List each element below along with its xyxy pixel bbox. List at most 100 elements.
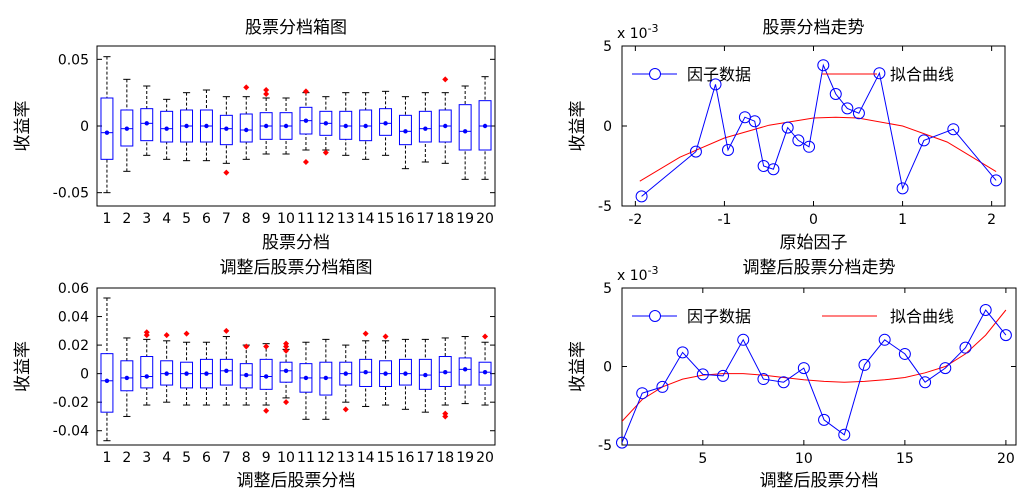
outlier-point [283,340,290,347]
x-tick-label: 10 [795,451,813,467]
outlier-point [263,91,270,97]
x-tick-label: 7 [222,211,231,227]
x-tick-label: 20 [997,451,1015,467]
x-tick-label: 12 [317,450,335,466]
box-1 [100,56,114,194]
box-body [359,109,373,142]
x-tick-label: 5 [182,450,191,466]
box-body [100,353,114,413]
box-body [140,108,154,142]
legend-label-factor-data: 因子数据 [687,65,751,84]
x-tick-label: -1 [717,212,731,228]
data-point-marker [878,333,891,346]
x-tick-label: 9 [262,211,271,227]
box-12 [319,338,333,420]
outlier-point [362,330,369,337]
median-point [204,371,209,376]
x-tick-label: 13 [337,211,355,227]
outlier-point [482,333,489,340]
data-point-marker [999,329,1012,342]
y-tick-label: 5 [603,281,612,297]
y-axis-label: 收益率 [13,101,33,152]
median-point [164,126,169,131]
x-tick-label: -2 [628,212,642,228]
x-tick-label: 10 [277,450,295,466]
x-tick-label: 11 [297,211,315,227]
outlier-point [143,329,150,336]
exponent-base: x 10 [617,26,648,42]
data-point-marker [947,123,960,136]
box-10 [279,340,293,406]
y-tick-label: 0 [603,119,612,135]
box-11 [299,88,313,165]
median-point [263,374,269,379]
x-tick-label: 18 [436,211,454,227]
box-16 [398,338,412,410]
data-point-marker [817,59,830,72]
x-tick-label: 1 [898,212,907,228]
box-6 [199,89,213,162]
data-point-marker [852,107,865,120]
x-tick-label: 20 [476,211,494,227]
box-2 [120,78,134,172]
data-point-marker [898,347,911,360]
data-point-marker [990,174,1003,187]
x-tick-label: 5 [698,451,707,467]
x-tick-label: 10 [277,211,295,227]
box-body [458,104,472,151]
median-point [443,123,448,129]
y-tick-label: 0.02 [58,338,89,354]
x-tick-label: 17 [416,450,434,466]
exponent-label: x 10-3 [617,264,659,284]
box-1 [100,297,114,442]
data-point-marker [838,428,851,441]
box-8 [239,84,253,160]
chart-title: 调整后股票分档走势 [743,258,896,278]
box-9 [259,87,273,155]
exponent-base: x 10 [617,268,648,284]
data-point-marker [818,413,831,426]
box-body [359,358,373,387]
median-point [144,374,149,379]
legend-label-fit-curve: 拟合曲线 [890,65,954,84]
legend-label-fit-curve: 拟合曲线 [890,307,954,326]
x-tick-label: 19 [456,450,474,466]
x-axis-label: 股票分档 [262,233,330,253]
data-point-marker [797,362,810,375]
median-point [403,129,408,134]
median-point [124,375,130,381]
x-tick-label: 3 [142,450,151,466]
x-tick-label: 11 [297,450,315,466]
data-point-marker [635,190,648,203]
box-2 [120,337,134,417]
median-point [164,371,169,376]
x-tick-label: 8 [242,211,251,227]
median-point [104,378,110,383]
box-10 [279,97,293,155]
box-19 [458,85,472,180]
y-axis-label: 收益率 [568,341,588,392]
y-tick-label: 5 [603,39,612,55]
median-point [244,127,249,133]
box-body [259,358,273,390]
box-14 [359,92,373,160]
data-point-marker [959,341,972,354]
data-point-marker [829,88,842,100]
data-point-marker [939,362,952,375]
x-tick-label: 5 [182,211,191,227]
data-point-marker [896,182,909,195]
box-body [219,358,233,386]
box-body [398,114,412,146]
outlier-point [442,413,449,420]
plot-frame [621,45,1006,207]
box-20 [478,76,492,180]
box-body [478,100,492,151]
data-point-marker [696,368,709,381]
box-body [120,360,134,392]
box-body [438,356,452,387]
box-3 [140,329,154,406]
median-point [283,123,289,129]
